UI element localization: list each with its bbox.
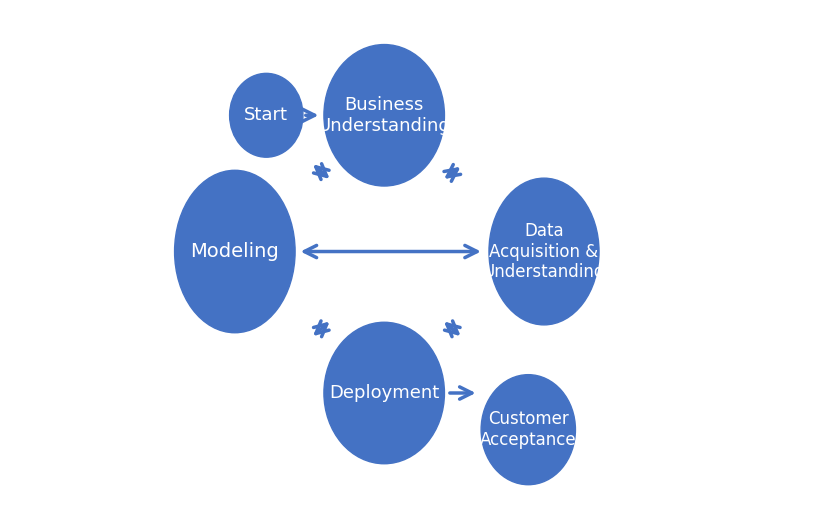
Ellipse shape — [230, 73, 303, 157]
Text: Start: Start — [244, 106, 288, 124]
Ellipse shape — [324, 322, 444, 464]
Text: Customer
Acceptance: Customer Acceptance — [480, 410, 577, 449]
Text: Deployment: Deployment — [329, 384, 439, 402]
Text: Business
Understanding: Business Understanding — [318, 96, 450, 135]
Ellipse shape — [324, 45, 444, 186]
Ellipse shape — [174, 170, 295, 333]
Ellipse shape — [489, 178, 599, 325]
Ellipse shape — [481, 375, 576, 485]
Text: Data
Acquisition &
Understanding: Data Acquisition & Understanding — [483, 222, 605, 281]
Text: Modeling: Modeling — [191, 242, 279, 261]
